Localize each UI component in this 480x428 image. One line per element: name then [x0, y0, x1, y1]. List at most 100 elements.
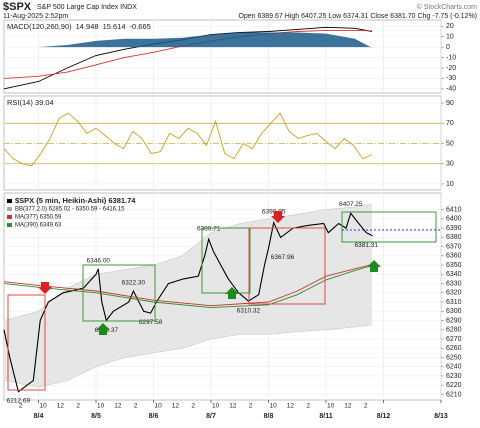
plots: 20 10 0 -10 -20 -30 -40 MACD(120,260,90) 14.948 1… [3, 19, 462, 420]
x-hour-label: 10 [212, 403, 220, 410]
y-tick-label: 6350 [446, 262, 462, 269]
y-tick-label: 90 [446, 100, 454, 107]
y-tick-label: 6360 [446, 253, 462, 260]
range-box [341, 211, 437, 243]
x-hour-label: 10 [97, 403, 105, 410]
x-tick-label: 8/11 [319, 413, 332, 420]
y-tick-label: 10 [446, 181, 454, 188]
x-hour-label: 10 [39, 403, 47, 410]
x-hour-label: 10 [327, 403, 335, 410]
y-tick-label: -40 [446, 86, 456, 93]
y-tick-label: 6310 [446, 299, 462, 306]
y-tick-label: 20 [446, 23, 454, 30]
buy-arrow [96, 323, 110, 335]
price-label: 6407.25 [339, 201, 363, 208]
legend-entry: BB(377,2.0) 6285.02 - 6350.59 - 6416.15 [15, 207, 125, 213]
symbol: $SPX [3, 1, 32, 13]
price-label: 6346.00 [87, 257, 111, 264]
y-tick-label: 6400 [446, 216, 462, 223]
x-hour-label: 12 [229, 403, 237, 410]
band-lower [3, 324, 373, 388]
y-tick-label: 6300 [446, 308, 462, 315]
price-label: 6322.30 [122, 279, 146, 286]
y-tick-label: 6320 [446, 290, 462, 297]
price-label: 6297.58 [139, 319, 163, 326]
legend-entry: $SPX (5 min, Heikin-Ashi) 6381.74 [15, 196, 136, 205]
series-line [3, 264, 373, 309]
legend-swatch [7, 215, 12, 219]
panel-title: MACD(120,260,90) [7, 22, 72, 31]
x-hour-label: 2 [76, 403, 80, 410]
y-tick-label: 6270 [446, 336, 462, 343]
y-tick-label: 6210 [446, 391, 462, 398]
band-upper [3, 203, 373, 321]
x-hour-label: 2 [364, 403, 368, 410]
x-tick-label: 8/12 [377, 413, 391, 420]
credit: © StockCharts.com [417, 3, 478, 11]
buy-arrow [225, 287, 239, 299]
x-hour-label: 12 [344, 403, 352, 410]
legend-entry: MA(390) 6349.63 [15, 223, 62, 229]
legend-entry: 14.948 [76, 22, 99, 31]
price-label: 6398.95 [262, 209, 286, 216]
legend-entry: MA(377) 6350.59 [15, 215, 62, 221]
price-label: 6367.96 [271, 254, 295, 261]
x-tick-label: 8/4 [34, 413, 44, 420]
x-hour-label: 2 [249, 403, 253, 410]
y-tick-label: 6340 [446, 271, 462, 278]
x-hour-label: 2 [134, 403, 138, 410]
y-tick-label: 50 [446, 140, 454, 147]
price-label: 6380.71 [197, 225, 221, 232]
x-tick-label: 8/7 [206, 413, 216, 420]
legend-swatch [7, 199, 12, 203]
y-tick-label: -30 [446, 75, 456, 82]
x-hour-label: 10 [269, 403, 277, 410]
index-name: S&P 500 Large Cap Index INDX [37, 4, 137, 11]
price-label: 6212.69 [7, 398, 31, 405]
date: 11-Aug-2025 2:52pm [3, 13, 68, 20]
x-hour-label: 2 [19, 403, 23, 410]
bollinger-band [4, 204, 372, 388]
x-hour-label: 12 [172, 403, 180, 410]
series-line [3, 264, 373, 307]
price-label: 6381.31 [355, 242, 379, 249]
y-tick-label: 6380 [446, 234, 462, 241]
quote: Open 6389.67 High 6407.25 Low 6374.31 Cl… [238, 13, 477, 20]
panel-title: RSI(14) 39.04 [7, 98, 54, 107]
y-tick-label: 6390 [446, 225, 462, 232]
x-hour-label: 10 [154, 403, 162, 410]
y-tick-label: 6240 [446, 364, 462, 371]
y-tick-label: 6250 [446, 354, 462, 361]
panel-frame [3, 95, 442, 191]
x-hour-label: 2 [191, 403, 195, 410]
x-tick-label: 8/6 [149, 413, 159, 420]
range-box [82, 264, 156, 322]
legend-entry: 15.614 [103, 22, 126, 31]
y-tick-label: 6290 [446, 317, 462, 324]
y-tick-label: 6280 [446, 327, 462, 334]
y-tick-label: 6370 [446, 243, 462, 250]
x-tick-label: 8/13 [434, 413, 448, 420]
x-hour-label: 2 [306, 403, 310, 410]
y-tick-label: 6230 [446, 373, 462, 380]
price-label: 6310.32 [237, 307, 261, 314]
x-hour-label: 12 [114, 403, 122, 410]
y-tick-label: 10 [446, 34, 454, 41]
y-tick-label: 30 [446, 161, 454, 168]
range-box [7, 294, 46, 391]
legend-entry: -0.665 [130, 22, 151, 31]
x-hour-label: 12 [287, 403, 295, 410]
x-tick-label: 8/5 [91, 413, 101, 420]
y-tick-label: 6410 [446, 206, 462, 213]
x-hour-label: 12 [57, 403, 65, 410]
x-tick-label: 8/8 [264, 413, 274, 420]
legend-swatch [7, 223, 12, 227]
sell-arrow [38, 282, 52, 294]
buy-arrow [367, 260, 381, 272]
series-line [3, 112, 373, 167]
y-tick-label: 0 [446, 44, 450, 51]
panel-frame [3, 19, 442, 94]
y-tick-label: -20 [446, 65, 456, 72]
histogram-area [4, 32, 372, 48]
